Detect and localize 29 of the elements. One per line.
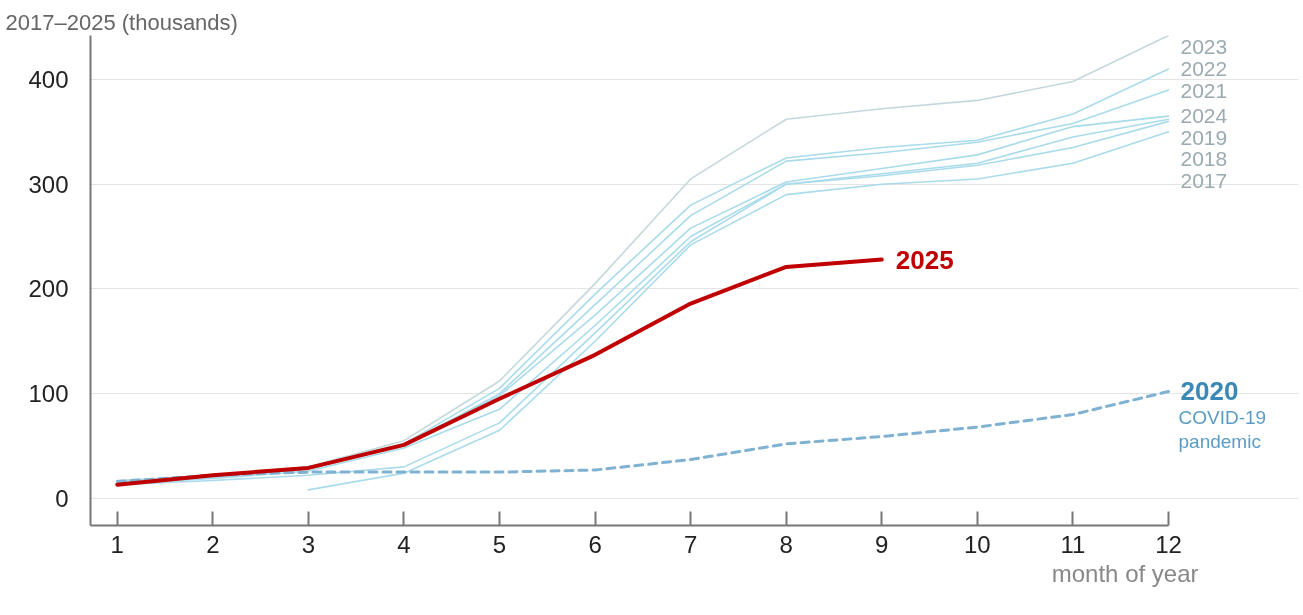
y-tick-label: 200	[28, 275, 69, 303]
series-label: 2025	[895, 244, 954, 275]
series-label: 2020	[1180, 376, 1239, 407]
series-label: 2018	[1180, 147, 1228, 171]
x-tick-label: 12	[1155, 530, 1182, 558]
series-label: 2017	[1180, 168, 1228, 192]
series-label: 2019	[1180, 125, 1228, 149]
y-tick-label: 400	[28, 65, 69, 93]
x-tick-label: 11	[1060, 530, 1086, 558]
y-tick-label: 300	[28, 170, 69, 198]
x-tick-label: 9	[875, 530, 889, 558]
series-label: 2024	[1180, 104, 1228, 128]
series-label: 2023	[1180, 34, 1228, 58]
y-tick-label: 100	[28, 380, 69, 408]
x-tick-label: 1	[110, 530, 124, 558]
series-label: 2022	[1180, 57, 1228, 80]
series-label: 2021	[1180, 78, 1228, 102]
x-axis-title: month of year	[1051, 559, 1199, 587]
chart-subtitle: 2017–2025 (thousands)	[5, 9, 238, 35]
x-tick-label: 10	[964, 530, 991, 558]
x-tick-label: 4	[397, 530, 411, 558]
y-tick-label: 0	[55, 484, 69, 512]
annotation: COVID-19 pandemic	[1178, 407, 1267, 452]
x-tick-label: 7	[683, 530, 698, 558]
x-tick-label: 5	[492, 530, 507, 558]
x-tick-label: 3	[301, 530, 316, 558]
x-tick-label: 2	[206, 530, 220, 558]
x-tick-label: 8	[779, 530, 793, 558]
x-tick-label: 6	[588, 530, 602, 558]
